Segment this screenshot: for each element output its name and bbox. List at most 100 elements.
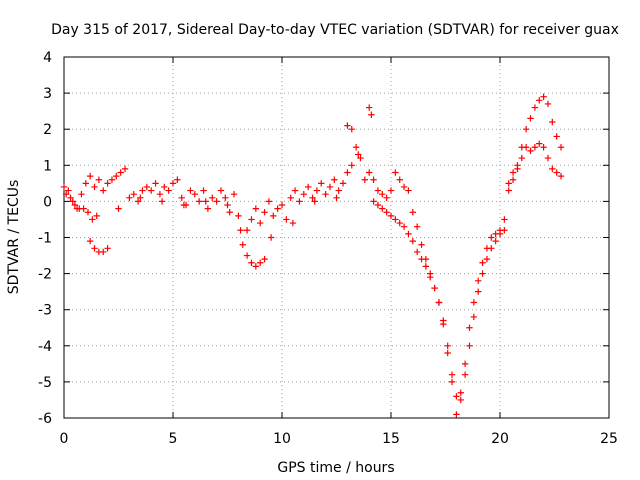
data-point [248, 259, 255, 266]
data-point [368, 111, 375, 118]
data-point [213, 198, 220, 205]
data-point [121, 165, 129, 173]
data-point [100, 248, 107, 256]
data-point [518, 144, 525, 151]
data-point [440, 317, 447, 324]
data-point [549, 165, 556, 173]
data-point [405, 230, 412, 238]
data-point [475, 288, 482, 295]
data-point [383, 209, 390, 216]
data-point [335, 187, 342, 194]
data-point [311, 198, 318, 205]
x-tick-label: 5 [169, 431, 178, 447]
data-point [148, 187, 155, 194]
data-point [366, 104, 373, 111]
chart-title: Day 315 of 2017, Sidereal Day-to-day VTE… [51, 22, 619, 38]
data-point [557, 144, 565, 151]
data-point [100, 187, 107, 194]
data-point [374, 187, 382, 194]
data-point [143, 183, 151, 191]
data-point [355, 151, 362, 158]
data-point [370, 176, 377, 183]
data-point [165, 187, 172, 194]
data-point [84, 209, 92, 216]
data-point [274, 205, 281, 212]
x-tick-label: 15 [382, 431, 400, 447]
data-point [200, 187, 207, 194]
data-point [174, 176, 181, 183]
data-point [230, 190, 238, 198]
y-axis-label: SDTVAR / TECUs [6, 180, 22, 295]
data-point [466, 342, 473, 349]
data-point [553, 133, 560, 140]
data-point [313, 187, 321, 194]
data-point [226, 209, 233, 216]
data-point [169, 180, 177, 187]
data-point [413, 223, 421, 230]
data-point [202, 198, 209, 205]
y-tick-label: 0 [43, 194, 52, 210]
data-point [344, 122, 351, 129]
data-point [278, 201, 286, 209]
data-point [540, 93, 547, 100]
data-point [287, 194, 294, 201]
data-point [409, 237, 416, 245]
data-point [91, 183, 98, 191]
data-point [453, 411, 460, 418]
y-tick-label: -2 [38, 267, 52, 283]
data-point [392, 216, 399, 223]
data-point [509, 176, 517, 183]
data-point [67, 194, 74, 201]
data-point [461, 371, 469, 378]
data-point [117, 169, 124, 176]
data-point [392, 169, 399, 176]
y-tick-label: 1 [43, 158, 52, 174]
data-point [431, 284, 438, 292]
data-point [531, 104, 539, 111]
data-point [62, 190, 70, 198]
data-point [237, 227, 244, 234]
data-point [509, 169, 517, 176]
data-point [339, 180, 347, 187]
data-point [374, 201, 382, 209]
y-tick-label: 4 [43, 50, 52, 66]
data-point [191, 190, 198, 198]
data-point [331, 176, 338, 183]
x-tick-labels: 0 5 10 15 20 25 [60, 431, 618, 447]
data-point [115, 205, 122, 212]
y-tick-label: 2 [43, 122, 52, 138]
data-point [405, 187, 412, 194]
data-point [400, 183, 408, 191]
data-point [195, 198, 203, 205]
data-series [60, 93, 565, 418]
data-point [387, 212, 395, 220]
y-tick-label: -1 [38, 231, 52, 247]
y-tick-label: -4 [38, 339, 52, 355]
data-point [366, 169, 373, 176]
data-point [261, 209, 268, 216]
data-point [379, 190, 386, 198]
data-point [222, 194, 229, 201]
data-point [470, 313, 478, 321]
x-tick-label: 25 [600, 431, 618, 447]
data-point [209, 194, 216, 201]
data-point [78, 190, 85, 198]
data-point [453, 393, 460, 400]
data-point [479, 259, 486, 266]
data-point [89, 216, 96, 223]
data-point [252, 205, 260, 212]
data-point [466, 324, 473, 331]
data-point [261, 255, 268, 263]
data-point [134, 198, 142, 205]
data-point [352, 144, 360, 151]
data-point [475, 277, 482, 285]
data-point [235, 212, 242, 220]
data-point [531, 144, 539, 151]
y-tick-label: 3 [43, 86, 52, 102]
data-point [527, 147, 534, 155]
data-point [217, 187, 225, 194]
data-point [348, 126, 355, 133]
data-point [427, 274, 434, 281]
data-point [413, 248, 421, 256]
